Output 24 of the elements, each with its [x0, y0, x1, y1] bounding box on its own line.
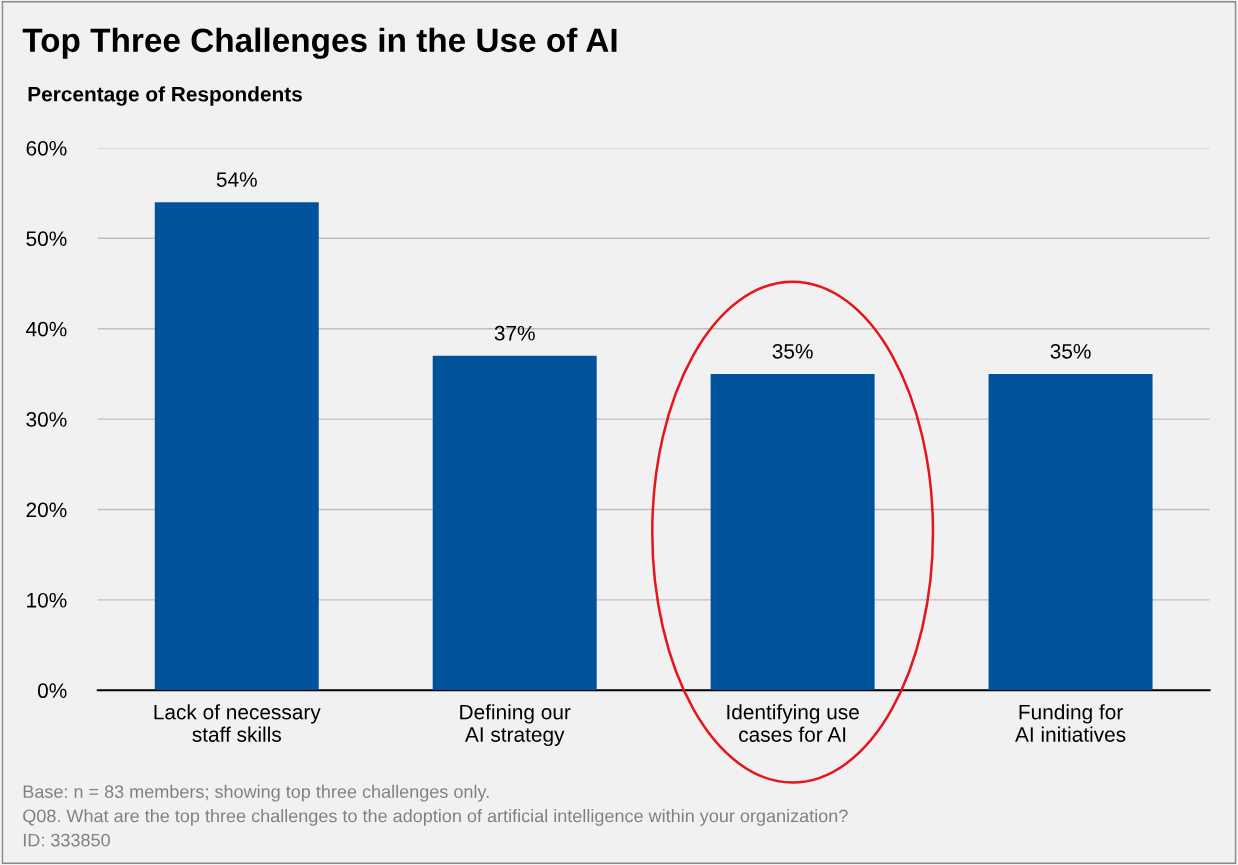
bar — [988, 373, 1153, 691]
y-axis-title: Percentage of Respondents — [28, 86, 302, 106]
text: Base: n = 83 members; showing top three challenges only. — [23, 784, 489, 802]
y-tick-label: 20% — [26, 502, 67, 518]
y-tick-label: 10% — [27, 592, 67, 608]
data-label: 54% — [216, 172, 257, 187]
y-tick-label: 50% — [26, 231, 67, 247]
data-label: 35% — [772, 343, 813, 359]
x-tick-label: Lack of necessary staff skills — [154, 704, 321, 742]
data-label: 35% — [1050, 343, 1091, 359]
data-label: 37% — [494, 325, 535, 341]
y-tick-label: 40% — [26, 321, 67, 337]
y-tick-label: 60% — [26, 140, 67, 156]
x-tick-label: Identifying use cases for AI — [727, 704, 859, 742]
bar — [432, 355, 597, 691]
bar — [154, 202, 319, 691]
text: Q08. What are the top three challenges to the adoption of artificial intelligence within your organization? — [23, 809, 848, 826]
bar — [710, 373, 875, 691]
y-tick-label: 30% — [26, 412, 67, 427]
text: ID: 333850 — [23, 833, 110, 847]
x-tick-label: Funding for AI initiatives — [1015, 704, 1126, 742]
x-tick-label: Defining our AI strategy — [460, 704, 571, 747]
y-tick-label: 0% — [37, 683, 67, 699]
chart-title: Top Three Challenges in the Use of AI — [22, 27, 617, 59]
